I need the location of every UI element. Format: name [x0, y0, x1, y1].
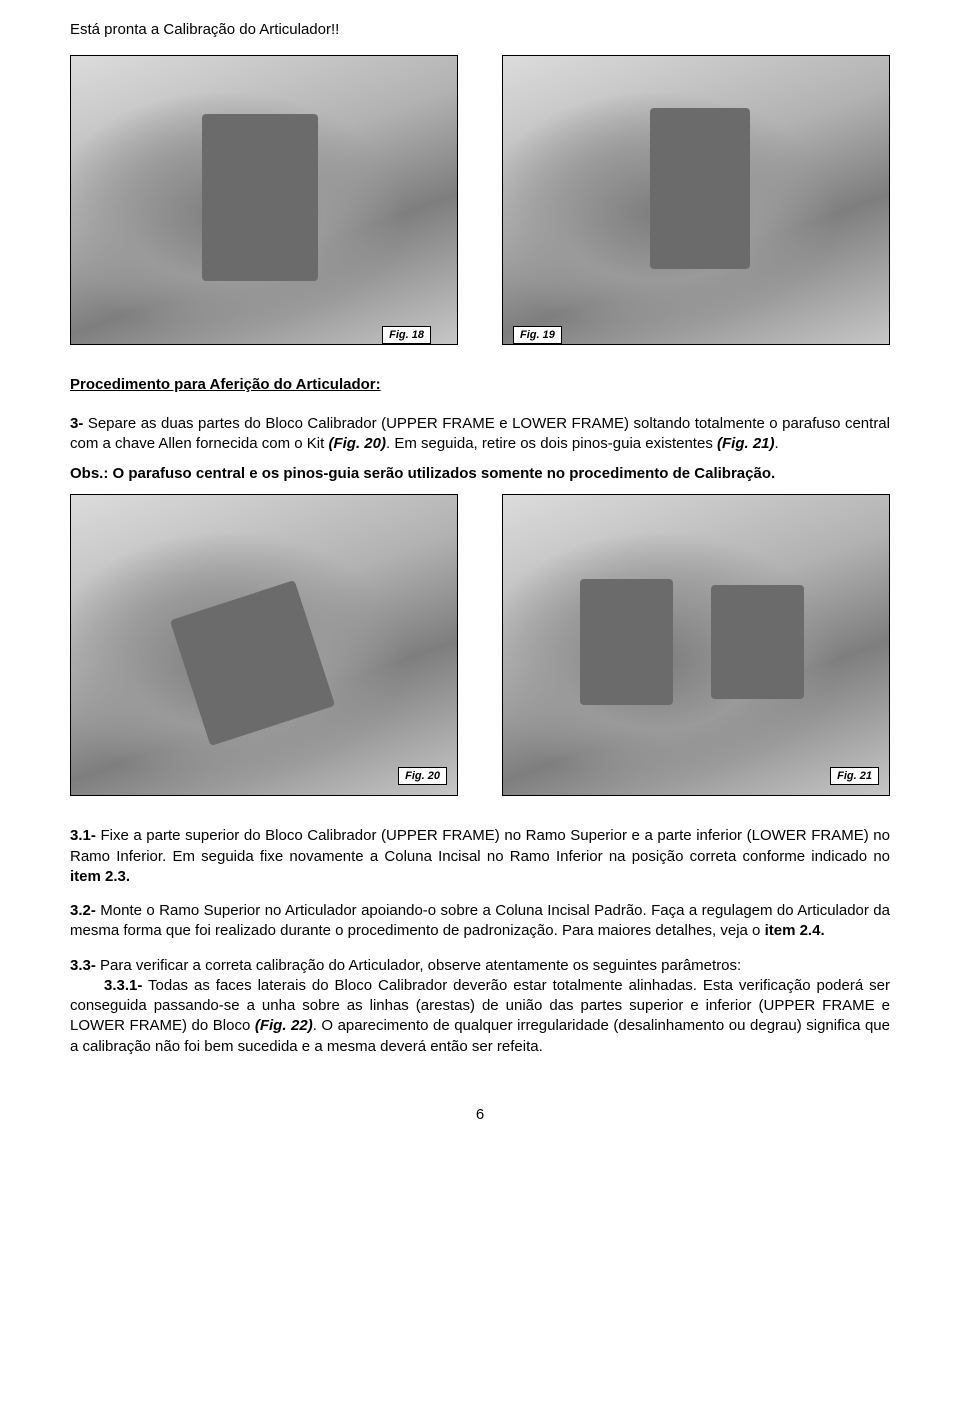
figure-20: Fig. 20: [70, 494, 458, 796]
p31-item: item 2.3.: [70, 868, 130, 885]
p32-prefix: 3.2-: [70, 902, 96, 919]
paragraph-3: 3- Separe as duas partes do Bloco Calibr…: [70, 414, 890, 455]
figure-row-1: Fig. 18 Fig. 19: [70, 55, 890, 345]
photo-placeholder-20: [71, 495, 457, 795]
figure-caption-21: Fig. 21: [830, 767, 879, 785]
page-number: 6: [70, 1105, 890, 1125]
figure-caption-20: Fig. 20: [398, 767, 447, 785]
photo-placeholder-21: [503, 495, 889, 795]
p33-text: Para verificar a correta calibração do A…: [96, 957, 741, 974]
p331-fig: (Fig. 22): [255, 1017, 313, 1034]
paragraph-obs: Obs.: O parafuso central e os pinos-guia…: [70, 464, 890, 484]
p3-fig21: (Fig. 21): [717, 435, 775, 452]
figure-19: Fig. 19: [502, 55, 890, 345]
paragraph-3-2: 3.2- Monte o Ramo Superior no Articulado…: [70, 901, 890, 942]
photo-placeholder-18: [71, 56, 457, 344]
p3-text-b: . Em seguida, retire os dois pinos-guia …: [386, 435, 717, 452]
p31-prefix: 3.1-: [70, 827, 96, 844]
p331-prefix: 3.3.1-: [104, 977, 142, 994]
figure-caption-18: Fig. 18: [382, 326, 431, 344]
figure-18: Fig. 18: [70, 55, 458, 345]
p32-item: item 2.4.: [765, 922, 825, 939]
paragraph-3-1: 3.1- Fixe a parte superior do Bloco Cali…: [70, 826, 890, 887]
figure-caption-19: Fig. 19: [513, 326, 562, 344]
p3-prefix: 3-: [70, 415, 83, 432]
p3-text-c: .: [775, 435, 779, 452]
section-heading: Procedimento para Aferição do Articulado…: [70, 375, 890, 395]
p3-fig20: (Fig. 20): [328, 435, 386, 452]
figure-row-2: Fig. 20 Fig. 21: [70, 494, 890, 796]
figure-21: Fig. 21: [502, 494, 890, 796]
paragraph-3-3: 3.3- Para verificar a correta calibração…: [70, 956, 890, 976]
page-intro-line: Está pronta a Calibração do Articulador!…: [70, 20, 890, 40]
p33-prefix: 3.3-: [70, 957, 96, 974]
photo-placeholder-19: [503, 56, 889, 344]
paragraph-3-3-1: 3.3.1- Todas as faces laterais do Bloco …: [70, 976, 890, 1057]
p31-text: Fixe a parte superior do Bloco Calibrado…: [70, 827, 890, 864]
